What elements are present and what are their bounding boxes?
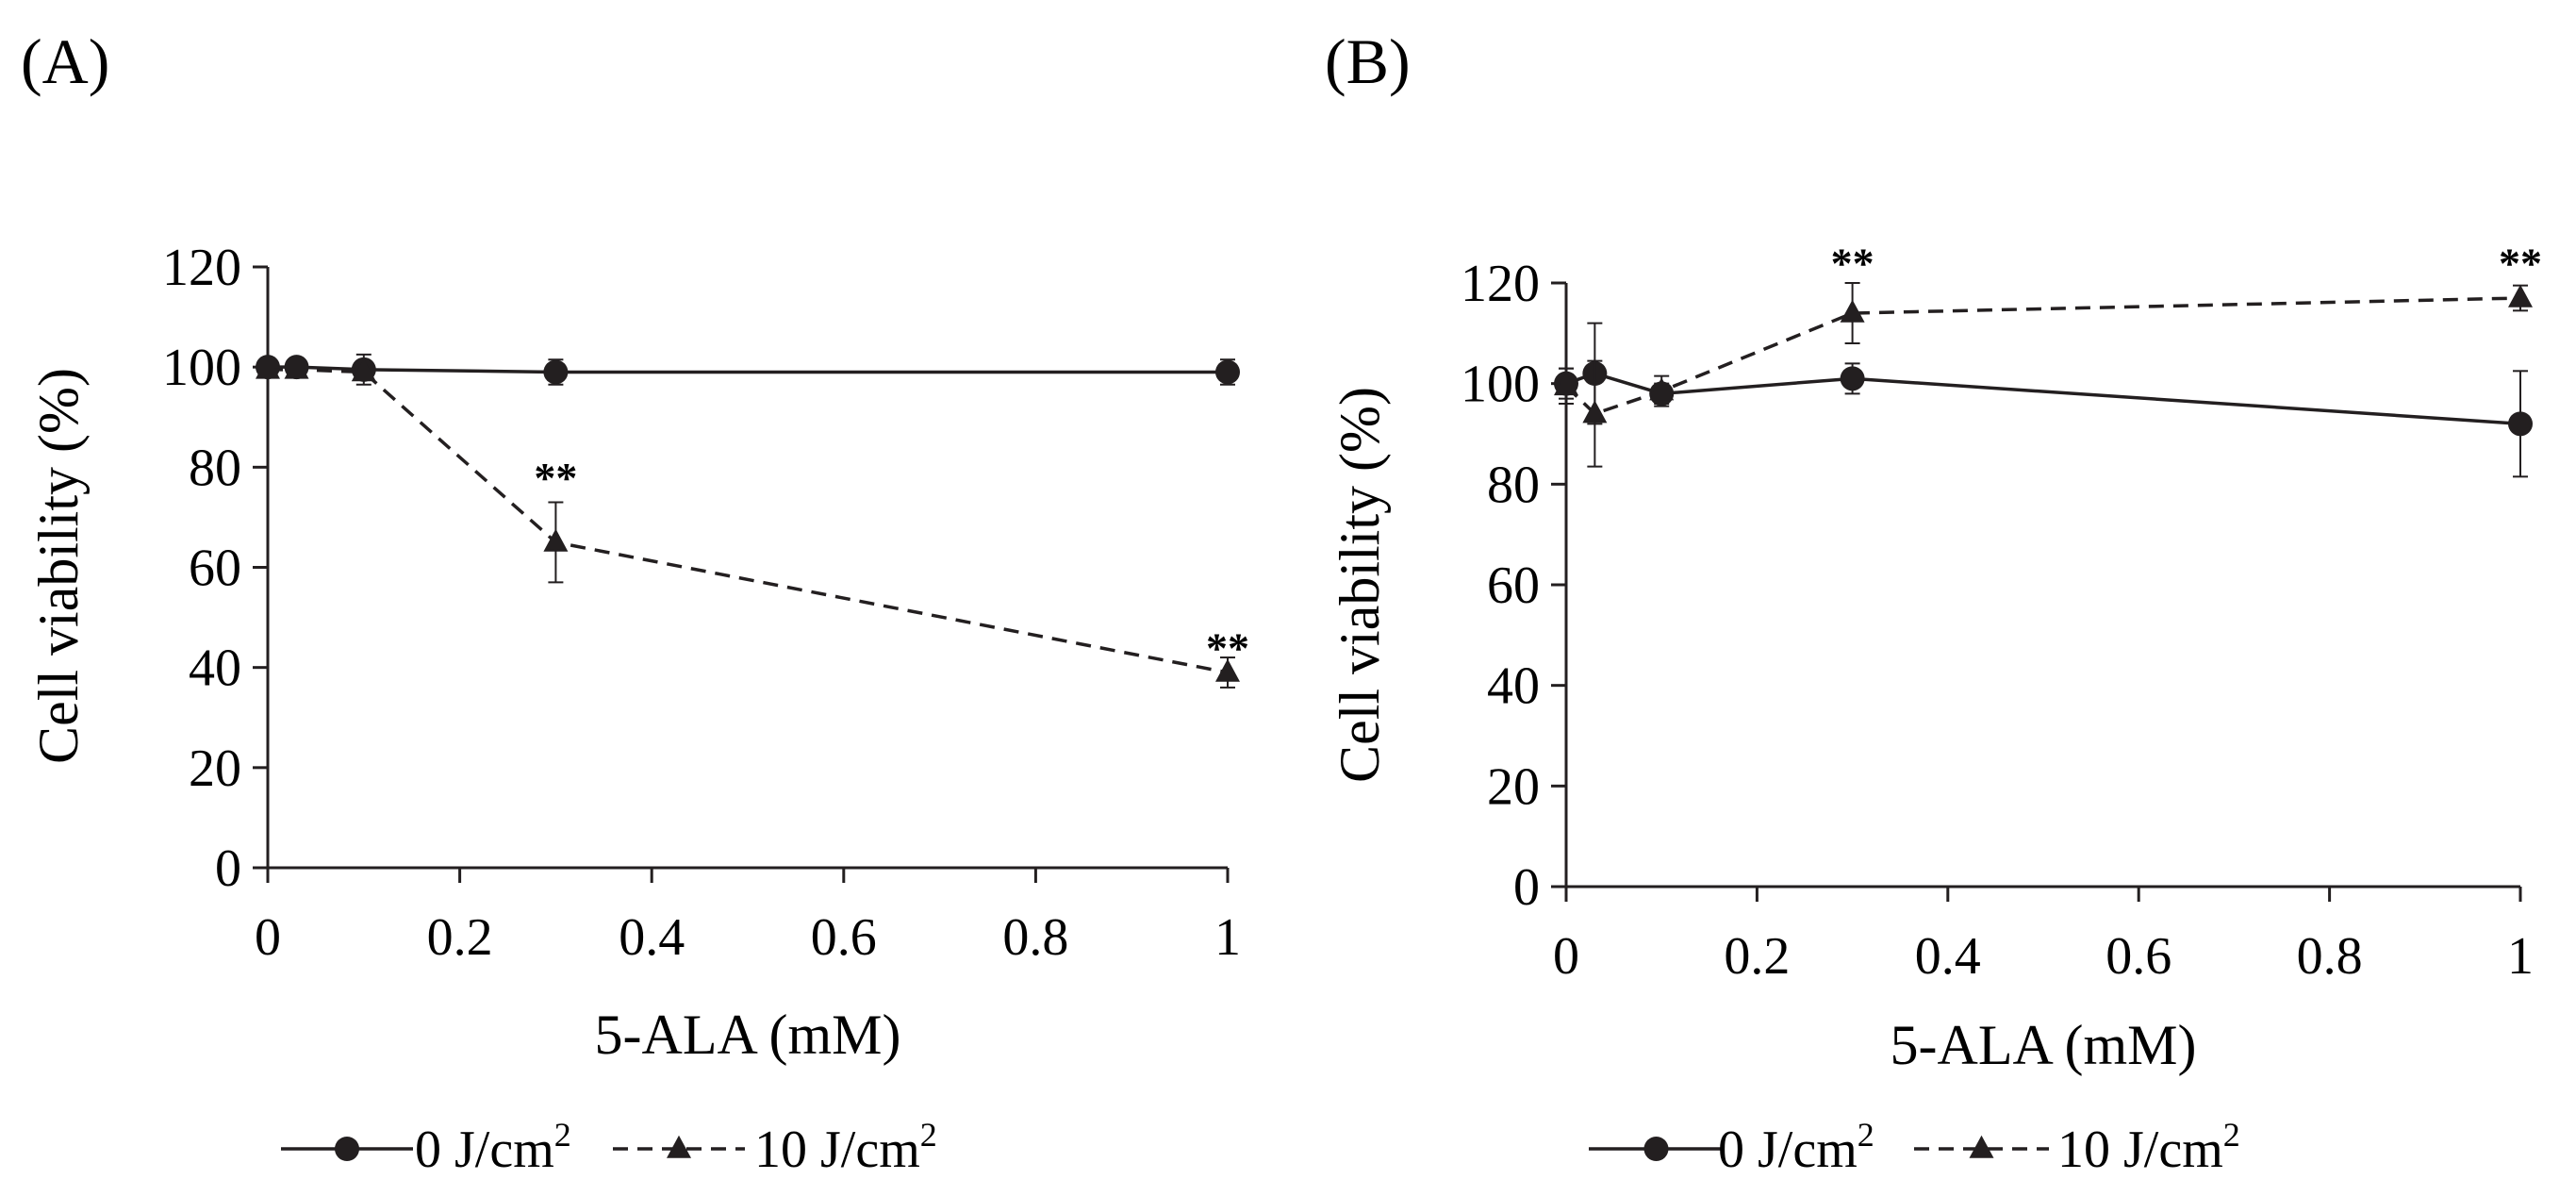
legend-marker-triangle <box>1969 1135 1994 1158</box>
x-tick-label: 0.4 <box>1915 927 1981 986</box>
data-point <box>1649 377 1675 401</box>
legend-label-text: 0 J/cm <box>415 1121 554 1179</box>
y-tick-label: 0 <box>215 839 241 898</box>
series-10-j <box>256 356 1240 689</box>
x-tick-label: 0.8 <box>2297 927 2363 986</box>
data-point <box>284 356 309 379</box>
y-tick-label: 100 <box>1461 356 1540 414</box>
x-tick-label: 0.6 <box>811 908 877 967</box>
data-point <box>1215 658 1240 682</box>
series-line <box>268 368 1229 674</box>
x-tick-label: 0.2 <box>427 908 493 967</box>
x-tick-label: 0.2 <box>1724 927 1790 986</box>
data-point <box>543 528 569 552</box>
y-tick-label: 40 <box>1487 657 1540 716</box>
legend-label-sup: 2 <box>920 1116 937 1154</box>
data-point <box>2508 284 2533 307</box>
data-point <box>1840 299 1865 323</box>
y-tick-label: 120 <box>162 239 241 297</box>
series-0-j <box>1554 322 2533 478</box>
panel-b: (B) 0 20 40 60 80 100 120 0 0.2 0.4 0.6 0.8 1 5-ALA (m… <box>1325 25 2542 1179</box>
y-tick-label: 60 <box>189 540 241 598</box>
legend-label-0-j: 0 J/cm2 <box>1718 1116 1874 1179</box>
legend-label-text: 10 J/cm <box>754 1121 920 1179</box>
data-point <box>543 359 569 385</box>
data-point <box>1554 373 1578 396</box>
legend-label-10-j: 10 J/cm2 <box>754 1116 937 1179</box>
legend-label-text: 10 J/cm <box>2057 1121 2223 1179</box>
x-tick-label: 0.6 <box>2105 927 2171 986</box>
significance-label: ** <box>2499 240 2542 288</box>
significance-label: ** <box>534 454 577 502</box>
data-point <box>2508 411 2533 437</box>
x-tick-label: 0 <box>255 908 281 967</box>
legend-marker-circle <box>1643 1137 1669 1161</box>
y-axis-title: Cell viability (%) <box>27 368 90 764</box>
legend-label-sup: 2 <box>2223 1116 2240 1154</box>
significance-label: ** <box>1206 623 1249 672</box>
legend-label-10-j: 10 J/cm2 <box>2057 1116 2240 1179</box>
y-tick-label: 0 <box>1513 858 1540 917</box>
panel-a: (A) 0 20 40 60 80 100 120 0 0.2 0.4 0.6 0.8 1 5-ALA (m… <box>21 25 1249 1179</box>
y-tick-label: 40 <box>189 640 241 698</box>
x-tick-label: 1 <box>2507 927 2534 986</box>
y-tick-label: 20 <box>189 739 241 798</box>
x-tick-label: 0.8 <box>1002 908 1068 967</box>
legend-marker-triangle <box>667 1135 691 1158</box>
y-tick-label: 20 <box>1487 757 1540 816</box>
data-point <box>1582 400 1608 424</box>
significance-label: ** <box>1831 240 1874 288</box>
series-line <box>1565 372 2521 426</box>
series-line <box>268 365 1228 374</box>
legend-label-0-j: 0 J/cm2 <box>415 1116 571 1179</box>
panel-label: (B) <box>1325 25 1411 97</box>
legend: 0 J/cm2 10 J/cm2 <box>281 1116 937 1179</box>
series-line <box>1564 296 2521 416</box>
series-0-j <box>256 353 1240 386</box>
data-point <box>256 356 280 379</box>
y-tick-label: 60 <box>1487 556 1540 615</box>
x-axis-title: 5-ALA (mM) <box>595 1004 901 1066</box>
y-tick-label: 120 <box>1461 255 1540 313</box>
data-point <box>1840 366 1865 391</box>
legend-marker-circle <box>335 1137 359 1161</box>
data-point <box>351 358 376 382</box>
legend-label-sup: 2 <box>1858 1116 1874 1154</box>
y-tick-label: 80 <box>1487 456 1540 514</box>
legend-label-text: 0 J/cm <box>1718 1121 1858 1179</box>
y-tick-label: 80 <box>189 439 241 497</box>
y-axis-title: Cell viability (%) <box>1329 387 1391 783</box>
data-point <box>1215 359 1240 385</box>
panel-label: (A) <box>21 25 109 97</box>
x-tick-label: 0 <box>1553 927 1579 986</box>
legend: 0 J/cm2 10 J/cm2 <box>1589 1116 2240 1179</box>
series-10-j <box>1554 282 2533 468</box>
x-axis-title: 5-ALA (mM) <box>1891 1014 2197 1076</box>
legend-label-sup: 2 <box>554 1116 571 1154</box>
x-tick-label: 0.4 <box>619 908 685 967</box>
y-tick-label: 100 <box>162 339 241 397</box>
x-tick-label: 1 <box>1214 908 1241 967</box>
